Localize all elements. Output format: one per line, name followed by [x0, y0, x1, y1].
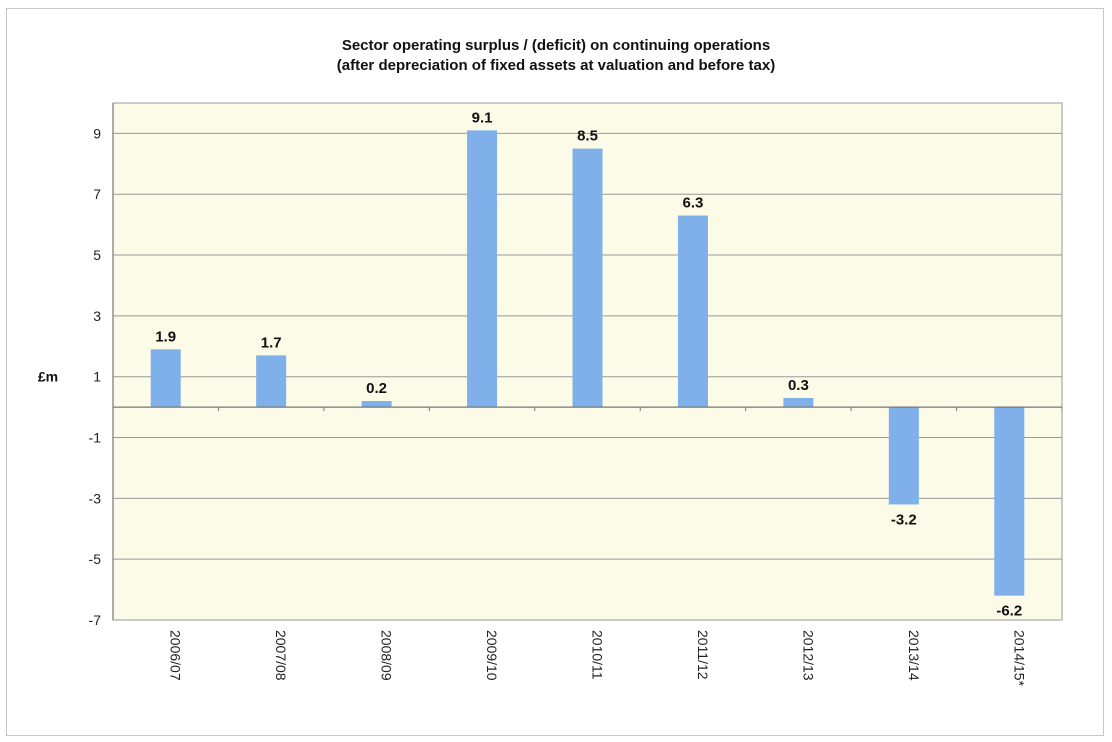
bar — [256, 355, 287, 408]
y-tick-label: 9 — [93, 125, 101, 141]
y-tick-label: -1 — [89, 430, 102, 446]
x-tick-label: 2011/12 — [695, 630, 711, 680]
bar — [994, 407, 1025, 596]
x-tick-label: 2012/13 — [800, 630, 816, 681]
y-tick-labels: 9 7 5 3 1 -1 -3 -5 -7 — [89, 125, 102, 628]
data-labels: 1.9 1.7 0.2 9.1 8.5 6.3 0.3 -3.2 -6.2 — [155, 109, 1022, 619]
bar — [467, 130, 498, 408]
bar — [677, 215, 708, 408]
data-label: 1.7 — [261, 334, 282, 351]
y-tick-label: -7 — [89, 612, 102, 628]
x-tick-label: 2007/08 — [273, 630, 289, 681]
data-label: -3.2 — [891, 511, 917, 528]
data-label: 0.2 — [366, 380, 387, 397]
y-axis-label: £m — [38, 369, 58, 385]
y-tick-label: 3 — [93, 308, 101, 324]
bar — [888, 407, 919, 505]
bar — [150, 349, 181, 408]
y-tick-label: 7 — [93, 186, 101, 202]
y-tick-label: -5 — [89, 551, 102, 567]
bars — [150, 130, 1025, 596]
data-label: 8.5 — [577, 128, 598, 145]
y-tick-label: -3 — [89, 490, 102, 506]
data-label: 0.3 — [788, 377, 809, 394]
bar — [783, 397, 814, 408]
x-tick-label: 2006/07 — [168, 630, 184, 681]
y-tick-label: 5 — [93, 247, 101, 263]
x-tick-label: 2014/15* — [1011, 630, 1027, 687]
axes — [112, 103, 1063, 620]
data-label: 1.9 — [155, 328, 176, 345]
data-label: -6.2 — [996, 603, 1022, 620]
bar — [572, 148, 603, 408]
x-tick-label: 2009/10 — [484, 630, 500, 681]
chart-subtitle: (after depreciation of fixed assets at v… — [336, 57, 776, 74]
data-label: 9.1 — [472, 109, 493, 126]
chart-title-block: Sector operating surplus / (deficit) on … — [0, 36, 1112, 76]
x-tick-labels: 2006/07 2007/08 2008/09 2009/10 2010/11 2011/… — [168, 630, 1028, 687]
data-label: 6.3 — [683, 195, 704, 212]
x-tick-label: 2010/11 — [590, 630, 606, 680]
chart-title: Sector operating surplus / (deficit) on … — [341, 37, 771, 54]
x-tick-label: 2013/14 — [906, 630, 922, 681]
x-tick-label: 2008/09 — [379, 630, 395, 681]
y-tick-label: 1 — [93, 369, 101, 385]
bar — [361, 401, 392, 408]
